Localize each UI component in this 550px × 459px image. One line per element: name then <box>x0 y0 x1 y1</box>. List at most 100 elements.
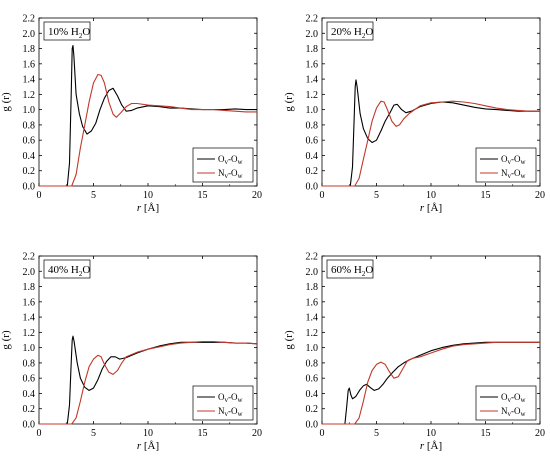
x-tick-label: 15 <box>198 190 208 201</box>
legend-entry-2: Nv-Ow <box>501 168 527 180</box>
y-tick-label: 0.0 <box>23 182 36 193</box>
legend-entry-2: Nv-Ow <box>501 406 527 418</box>
x-axis-label: r [Å] <box>137 202 159 214</box>
panel-label: 40% H2O <box>48 264 90 278</box>
x-tick-label: 5 <box>374 190 379 201</box>
y-tick-label: 2.2 <box>306 14 319 25</box>
series-line-1 <box>322 341 540 425</box>
x-tick-label: 10 <box>426 428 436 439</box>
y-tick-label: 0.6 <box>306 374 319 385</box>
y-tick-label: 0.0 <box>23 420 36 431</box>
y-tick-label: 0.6 <box>306 136 319 147</box>
legend-entry-1: Ov-Ow <box>218 392 244 404</box>
x-tick-label: 10 <box>143 428 153 439</box>
panel-label-box <box>43 259 91 279</box>
y-tick-label: 1.8 <box>306 282 319 293</box>
y-tick-label: 1.2 <box>306 90 319 101</box>
x-tick-label: 15 <box>198 428 208 439</box>
legend-box <box>192 385 254 421</box>
legend-box <box>475 385 537 421</box>
y-tick-label: 2.0 <box>306 267 319 278</box>
y-tick-label: 1.6 <box>306 297 319 308</box>
legend-entry-2: Nv-Ow <box>218 168 244 180</box>
y-tick-label: 0.6 <box>23 374 36 385</box>
y-tick-label: 2.0 <box>306 29 319 40</box>
panel-label-box <box>43 21 91 41</box>
x-tick-label: 10 <box>426 190 436 201</box>
y-tick-label: 0.8 <box>23 120 36 131</box>
y-tick-label: 2.2 <box>306 252 319 263</box>
y-tick-label: 1.6 <box>306 59 319 70</box>
chart-panel-2: 0 5 10 15 20 0.0 0.2 0.4 0.6 0.8 1.0 1.2 1.4 1.6 1.8 2.… <box>283 14 545 215</box>
x-tick-label: 0 <box>320 428 325 439</box>
legend-entry-1: Ov-Ow <box>501 154 527 166</box>
legend-box <box>475 147 537 183</box>
y-tick-label: 2.2 <box>23 14 36 25</box>
y-tick-label: 2.0 <box>23 267 36 278</box>
y-axis-label: g (r) <box>283 92 295 112</box>
y-tick-label: 1.4 <box>306 313 319 324</box>
panel-label-box <box>326 259 374 279</box>
y-tick-label: 0.4 <box>23 389 36 400</box>
y-tick-label: 1.4 <box>23 75 36 86</box>
y-tick-label: 2.0 <box>23 29 36 40</box>
x-axis-label: r [Å] <box>420 202 442 214</box>
legend-entry-1: Ov-Ow <box>501 392 527 404</box>
y-tick-label: 1.2 <box>306 328 319 339</box>
x-tick-label: 5 <box>91 190 96 201</box>
y-tick-label: 1.0 <box>306 343 319 354</box>
x-tick-label: 20 <box>252 190 262 201</box>
y-tick-label: 1.6 <box>23 297 36 308</box>
y-axis-label: g (r) <box>0 92 12 112</box>
chart-panel-1: 0 5 10 15 20 0.0 0.2 0.4 0.6 0.8 1.0 1.2 1.4 1.6 1.8 2.… <box>0 14 262 215</box>
y-tick-label: 0.6 <box>23 136 36 147</box>
series-line-2 <box>39 340 258 425</box>
y-axis-label: g (r) <box>283 330 295 350</box>
panel-label: 10% H2O <box>48 26 90 40</box>
x-tick-label: 0 <box>37 428 42 439</box>
series-line-2 <box>39 73 257 187</box>
x-axis-label: r [Å] <box>420 440 442 452</box>
y-tick-label: 1.0 <box>23 105 36 116</box>
x-tick-label: 10 <box>143 190 153 201</box>
x-axis-label: r [Å] <box>137 440 159 452</box>
y-tick-label: 0.0 <box>306 420 319 431</box>
y-tick-label: 0.8 <box>306 358 319 369</box>
y-tick-label: 1.2 <box>23 328 36 339</box>
chart-panel-3: 0 5 10 15 20 0.0 0.2 0.4 0.6 0.8 1.0 1.2 1.4 1.6 1.8 2.… <box>0 252 262 453</box>
y-tick-label: 0.4 <box>306 151 319 162</box>
y-tick-label: 1.0 <box>306 105 319 116</box>
y-tick-label: 1.2 <box>23 90 36 101</box>
y-tick-label: 0.2 <box>23 166 36 177</box>
y-tick-label: 0.2 <box>306 166 319 177</box>
x-tick-label: 15 <box>481 428 491 439</box>
y-tick-label: 1.8 <box>306 44 319 55</box>
x-tick-label: 20 <box>535 190 545 201</box>
x-tick-label: 0 <box>37 190 42 201</box>
series-line-1 <box>322 79 540 187</box>
y-tick-label: 1.4 <box>23 313 36 324</box>
y-tick-label: 0.4 <box>23 151 36 162</box>
y-tick-label: 0.2 <box>23 404 36 415</box>
y-tick-label: 0.0 <box>306 182 319 193</box>
y-tick-label: 1.8 <box>23 282 36 293</box>
legend-entry-1: Ov-Ow <box>218 154 244 166</box>
x-tick-label: 5 <box>91 428 96 439</box>
y-tick-label: 1.4 <box>306 75 319 86</box>
y-tick-label: 0.2 <box>306 404 319 415</box>
panel-label: 60% H2O <box>331 264 373 278</box>
x-tick-label: 20 <box>535 428 545 439</box>
series-line-2 <box>322 341 540 425</box>
y-tick-label: 2.2 <box>23 252 36 263</box>
x-tick-label: 0 <box>320 190 325 201</box>
panel-label-box <box>326 21 374 41</box>
y-tick-label: 1.0 <box>23 343 36 354</box>
y-axis-label: g (r) <box>0 330 12 350</box>
y-tick-label: 1.8 <box>23 44 36 55</box>
y-tick-label: 0.8 <box>306 120 319 131</box>
y-tick-label: 0.8 <box>23 358 36 369</box>
x-tick-label: 20 <box>252 428 262 439</box>
panel-label: 20% H2O <box>331 26 373 40</box>
series-line-2 <box>322 100 540 187</box>
